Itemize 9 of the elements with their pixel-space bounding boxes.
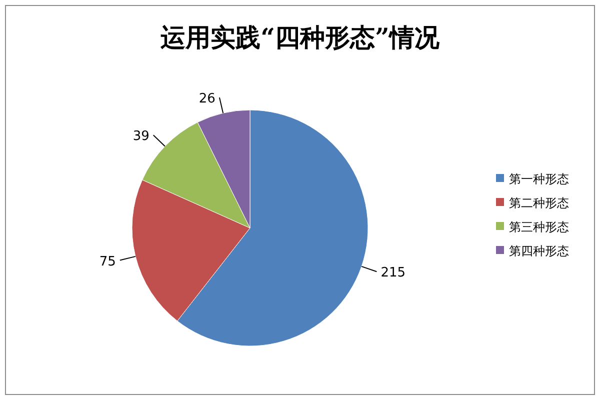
legend-label: 第二种形态 xyxy=(509,196,569,210)
chart-title: 运用实践“四种形态”情况 xyxy=(160,23,440,52)
data-label: 215 xyxy=(380,266,406,281)
data-label: 26 xyxy=(198,92,216,107)
legend-label: 第一种形态 xyxy=(509,172,569,186)
legend-label: 第四种形态 xyxy=(509,244,569,258)
data-label: 39 xyxy=(132,129,150,144)
legend-label: 第三种形态 xyxy=(509,220,569,234)
data-label: 75 xyxy=(99,254,116,270)
